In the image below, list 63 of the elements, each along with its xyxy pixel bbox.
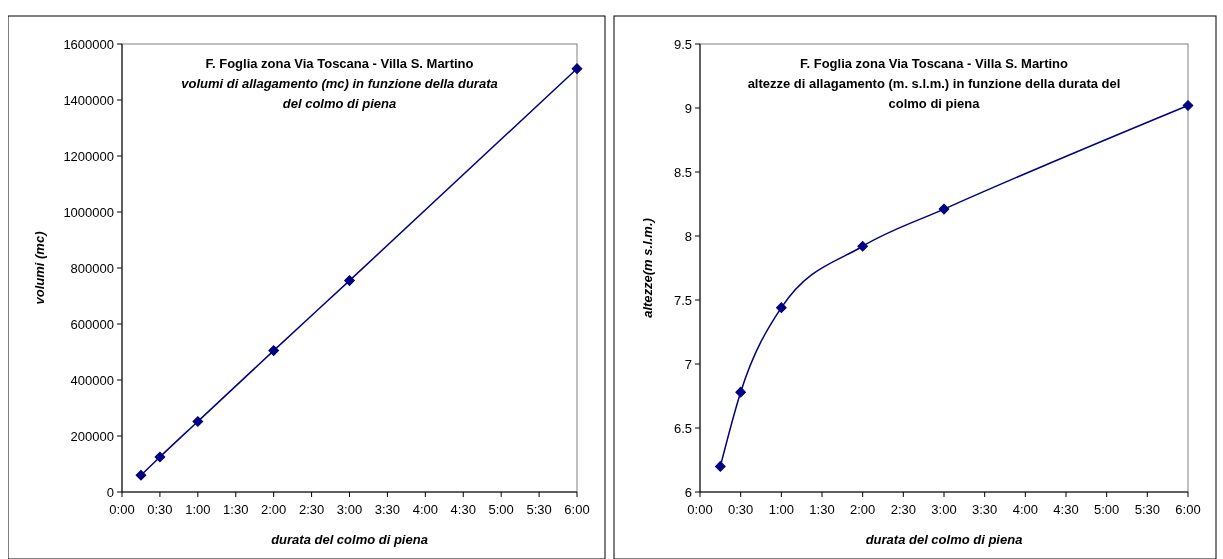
point bbox=[938, 203, 950, 215]
point bbox=[571, 63, 583, 74]
point bbox=[735, 386, 747, 398]
text: F. Foglia zona Via Toscana - Villa S. Martino bbox=[799, 56, 1069, 71]
x-tick-label: 2:30 bbox=[298, 502, 325, 517]
point bbox=[775, 302, 787, 314]
x-axis-title: durata del colmo di piena bbox=[865, 532, 1023, 547]
point bbox=[154, 451, 166, 463]
y-tick-label: 8.5 bbox=[673, 164, 692, 180]
y-tick-label: 8 bbox=[684, 228, 692, 244]
x-axis-title: durata del colmo di piena bbox=[271, 532, 428, 547]
point bbox=[268, 345, 280, 356]
x-tick-label: 3:30 bbox=[972, 502, 998, 517]
x-tick-label: 5:30 bbox=[1134, 502, 1160, 517]
text: volumi di allagamento (mc) in funzione della durata del colmo di piena bbox=[181, 76, 498, 111]
x-tick-label: 5:00 bbox=[488, 502, 514, 517]
y-tick-label: 1400000 bbox=[63, 92, 114, 108]
point bbox=[192, 416, 204, 427]
point bbox=[135, 469, 147, 481]
y-tick-label: 7.5 bbox=[673, 292, 692, 308]
y-tick-label: 6 bbox=[684, 484, 692, 500]
y-tick-label: 6.5 bbox=[673, 420, 692, 436]
y-tick-label: 400000 bbox=[70, 372, 114, 388]
text: altezze di allagamento (m. s.l.m.) in funzione della durata del colmo di piena bbox=[747, 76, 1121, 111]
point bbox=[714, 461, 726, 472]
x-tick-label: 5:00 bbox=[1094, 502, 1120, 517]
x-tick-label: 0:00 bbox=[109, 502, 135, 517]
x-tick-label: 4:00 bbox=[412, 502, 438, 517]
x-tick-label: 3:30 bbox=[374, 502, 401, 517]
x-tick-label: 6:00 bbox=[1175, 502, 1201, 517]
x-tick-label: 6:00 bbox=[564, 502, 590, 517]
x-tick-label: 1:30 bbox=[809, 502, 835, 517]
text: F. Foglia zona Via Toscana - Villa S. Martino bbox=[205, 56, 474, 71]
y-axis-title: volumi (mc) bbox=[32, 231, 47, 305]
y-tick-label: 1200000 bbox=[63, 148, 114, 164]
x-tick-label: 2:00 bbox=[850, 502, 876, 517]
x-tick-label: 4:30 bbox=[1053, 502, 1079, 517]
x-tick-label: 1:00 bbox=[768, 502, 794, 517]
x-tick-label: 4:00 bbox=[1012, 502, 1038, 517]
point bbox=[1182, 100, 1194, 111]
x-tick-label: 2:30 bbox=[890, 502, 916, 517]
y-tick-label: 600000 bbox=[70, 316, 114, 332]
y-tick-label: 0 bbox=[106, 484, 114, 500]
x-tick-label: 1:00 bbox=[185, 502, 211, 517]
x-tick-label: 0:00 bbox=[687, 502, 713, 517]
point bbox=[344, 275, 355, 286]
x-tick-label: 3:00 bbox=[931, 502, 957, 517]
x-tick-label: 3:00 bbox=[336, 502, 363, 517]
y-tick-label: 800000 bbox=[70, 260, 114, 276]
x-tick-label: 4:30 bbox=[450, 502, 476, 517]
x-tick-label: 5:30 bbox=[526, 502, 552, 517]
x-tick-label: 0:30 bbox=[728, 502, 754, 517]
x-tick-label: 1:30 bbox=[223, 502, 249, 517]
x-tick-label: 0:30 bbox=[147, 502, 173, 517]
y-tick-label: 1000000 bbox=[63, 204, 114, 220]
y-tick-label: 9 bbox=[684, 100, 692, 116]
y-tick-label: 7 bbox=[684, 356, 692, 372]
y-tick-label: 1600000 bbox=[63, 36, 114, 52]
y-axis-title: altezze(m s.l.m.) bbox=[640, 218, 655, 318]
point bbox=[857, 240, 869, 252]
y-tick-label: 200000 bbox=[70, 428, 114, 444]
y-tick-label: 9.5 bbox=[673, 36, 692, 52]
x-tick-label: 2:00 bbox=[261, 502, 287, 517]
